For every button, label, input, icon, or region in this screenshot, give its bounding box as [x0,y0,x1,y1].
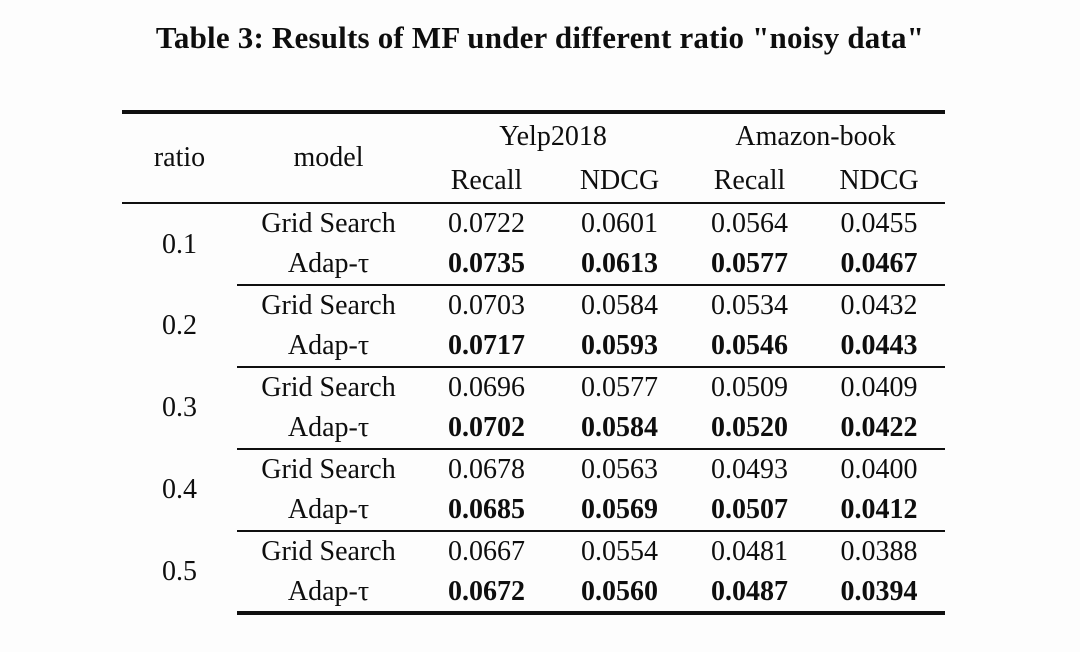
metric-value: 0.0487 [686,572,813,615]
metric-value: 0.0672 [420,572,553,615]
ratio-block: 0.5 Grid Search 0.0667 0.0554 0.0481 0.0388 Ad… [122,531,945,615]
table-row: Adap-τ 0.0735 0.0613 0.0577 0.0467 [122,244,945,286]
model-cell: Grid Search [261,208,396,239]
metric-value: 0.0577 [581,372,658,403]
metric-value: 0.0412 [813,490,945,532]
metric-value: 0.0400 [840,454,918,485]
metric-value: 0.0560 [553,572,686,615]
metric-header-recall: Recall [420,159,553,204]
column-header-model: model [237,110,420,204]
model-cell: Grid Search [261,372,396,403]
dataset-header-yelp2018: Yelp2018 [420,110,686,159]
table-row: Adap-τ 0.0672 0.0560 0.0487 0.0394 [122,572,945,615]
model-cell: Adap-τ [237,490,420,532]
results-table: ratio model Yelp2018 Amazon-book Recall … [122,110,945,615]
metric-value: 0.0534 [711,290,788,321]
ratio-cell: 0.4 [162,474,197,505]
table-row: 0.1 Grid Search 0.0722 0.0601 0.0564 0.0455 [122,203,945,260]
metric-value: 0.0717 [420,326,553,368]
model-cell: Adap-τ [237,572,420,615]
ratio-block: 0.4 Grid Search 0.0678 0.0563 0.0493 0.0400 Ad… [122,449,945,532]
metric-header-row: Recall NDCG Recall NDCG [122,159,945,204]
table-header: ratio model Yelp2018 Amazon-book Recall … [122,110,945,204]
dataset-header-amazon-book: Amazon-book [686,110,945,159]
metric-value: 0.0564 [711,208,788,239]
table-row: 0.3 Grid Search 0.0696 0.0577 0.0509 0.0409 [122,367,945,423]
metric-value: 0.0702 [420,408,553,450]
metric-value: 0.0409 [840,372,918,403]
table-row: 0.4 Grid Search 0.0678 0.0563 0.0493 0.0400 [122,449,945,505]
metric-value: 0.0388 [840,536,918,567]
metric-value: 0.0613 [553,244,686,286]
ratio-block: 0.2 Grid Search 0.0703 0.0584 0.0534 0.0432 Ad… [122,285,945,368]
table-caption: Table 3: Results of MF under different r… [155,20,925,55]
metric-value: 0.0577 [686,244,813,286]
metric-header-ndcg: NDCG [813,159,945,204]
group-header-row: ratio model Yelp2018 Amazon-book [122,110,945,204]
metric-value: 0.0685 [420,490,553,532]
metric-value: 0.0493 [711,454,788,485]
metric-value: 0.0432 [840,290,918,321]
metric-value: 0.0509 [711,372,788,403]
model-cell: Grid Search [261,290,396,321]
metric-value: 0.0563 [581,454,658,485]
table-row: Adap-τ 0.0717 0.0593 0.0546 0.0443 [122,326,945,368]
metric-header-ndcg: NDCG [553,159,686,204]
table-row: 0.2 Grid Search 0.0703 0.0584 0.0534 0.0432 [122,285,945,341]
ratio-block: 0.3 Grid Search 0.0696 0.0577 0.0509 0.0409 Ad… [122,367,945,450]
ratio-cell: 0.2 [162,310,197,341]
table-row: 0.5 Grid Search 0.0667 0.0554 0.0481 0.0388 [122,531,945,587]
table-row: Adap-τ 0.0702 0.0584 0.0520 0.0422 [122,408,945,450]
model-cell: Grid Search [261,454,396,485]
metric-value: 0.0735 [420,244,553,286]
metric-value: 0.0422 [813,408,945,450]
model-cell: Adap-τ [237,244,420,286]
metric-value: 0.0703 [448,290,525,321]
metric-value: 0.0455 [840,208,918,239]
metric-value: 0.0394 [813,572,945,615]
metric-value: 0.0569 [553,490,686,532]
model-cell: Grid Search [261,536,396,567]
metric-header-recall: Recall [686,159,813,204]
metric-value: 0.0520 [686,408,813,450]
table-row: Adap-τ 0.0685 0.0569 0.0507 0.0412 [122,490,945,532]
model-cell: Adap-τ [237,326,420,368]
metric-value: 0.0696 [448,372,525,403]
metric-value: 0.0481 [711,536,788,567]
column-header-ratio: ratio [122,110,237,204]
metric-value: 0.0584 [553,408,686,450]
metric-value: 0.0467 [813,244,945,286]
metric-value: 0.0507 [686,490,813,532]
ratio-cell: 0.5 [162,556,197,587]
model-cell: Adap-τ [237,408,420,450]
ratio-cell: 0.1 [162,228,197,260]
ratio-block: 0.1 Grid Search 0.0722 0.0601 0.0564 0.0455 Ad… [122,203,945,286]
ratio-cell: 0.3 [162,392,197,423]
metric-value: 0.0554 [581,536,658,567]
metric-value: 0.0584 [581,290,658,321]
metric-value: 0.0601 [581,208,658,239]
metric-value: 0.0546 [686,326,813,368]
metric-value: 0.0443 [813,326,945,368]
metric-value: 0.0678 [448,454,525,485]
metric-value: 0.0722 [448,208,525,239]
metric-value: 0.0667 [448,536,525,567]
metric-value: 0.0593 [553,326,686,368]
